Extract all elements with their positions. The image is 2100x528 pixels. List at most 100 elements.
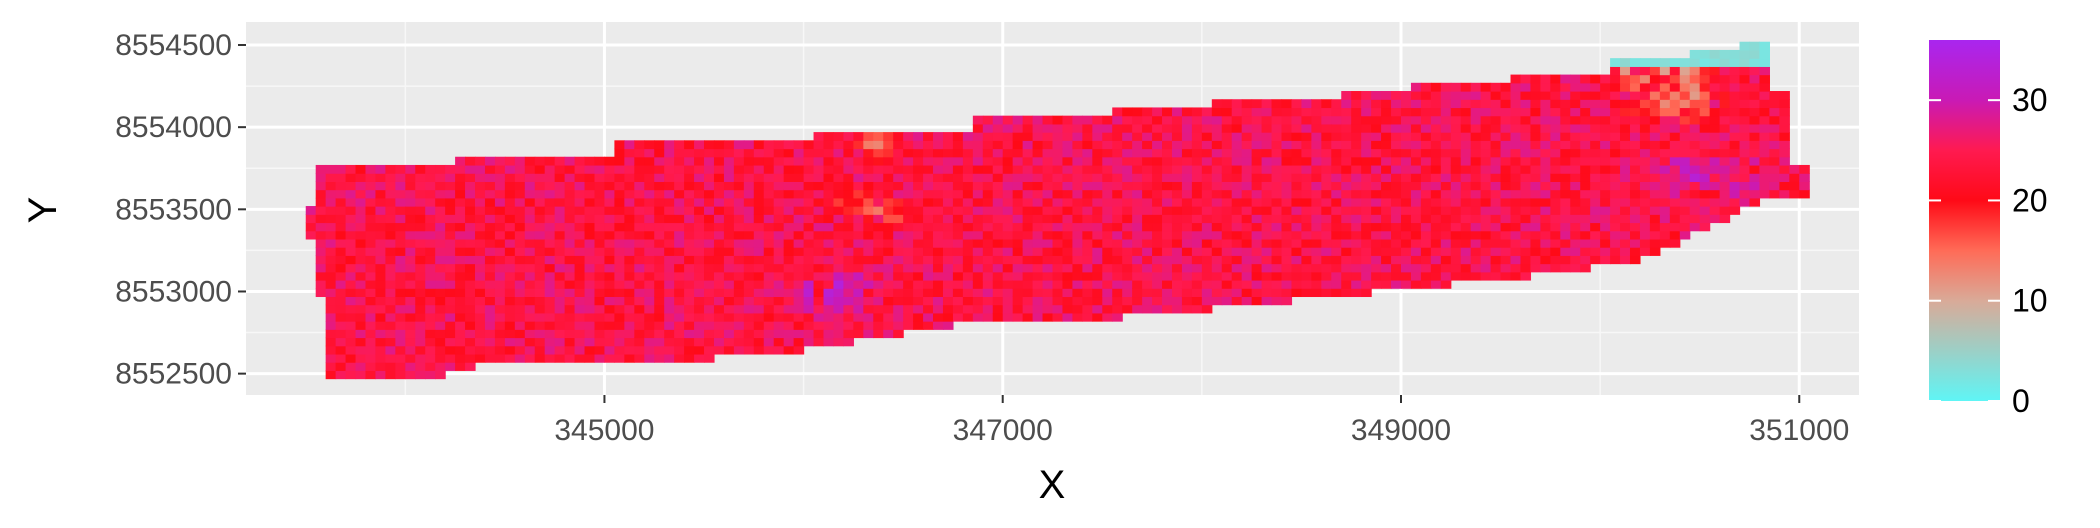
raster-cell — [455, 156, 466, 166]
raster-cell — [962, 181, 974, 191]
raster-cell — [484, 263, 496, 273]
raster-cell — [1291, 99, 1303, 109]
raster-cell — [455, 288, 466, 298]
raster-cell — [1600, 238, 1611, 248]
raster-cell — [1520, 206, 1532, 215]
raster-cell — [445, 263, 456, 273]
raster-cell — [375, 255, 386, 265]
raster-cell — [1012, 115, 1024, 125]
raster-cell — [1709, 164, 1721, 174]
raster-cell — [484, 271, 496, 281]
raster-cell — [1112, 230, 1123, 240]
raster-cell — [763, 238, 775, 248]
raster-cell — [1590, 247, 1601, 256]
raster-cell — [1052, 197, 1064, 207]
raster-cell — [465, 288, 476, 298]
raster-cell — [1391, 271, 1402, 281]
raster-cell — [823, 271, 835, 281]
raster-cell — [674, 312, 685, 322]
raster-cell — [1052, 288, 1064, 298]
raster-cell — [1460, 247, 1472, 256]
raster-cell — [1590, 156, 1601, 166]
raster-cell — [1132, 230, 1143, 240]
raster-cell — [883, 173, 894, 182]
raster-cell — [773, 304, 785, 314]
raster-cell — [843, 312, 854, 322]
raster-cell — [1400, 140, 1412, 150]
raster-cell — [674, 337, 685, 347]
raster-cell — [664, 156, 675, 166]
raster-cell — [1400, 107, 1412, 117]
raster-cell — [1201, 181, 1213, 191]
raster-cell — [1361, 148, 1372, 158]
raster-cell — [415, 370, 426, 380]
raster-cell — [1052, 148, 1064, 158]
raster-cell — [1072, 206, 1083, 215]
raster-cell — [494, 279, 506, 289]
raster-cell — [504, 312, 516, 322]
raster-cell — [644, 164, 655, 174]
raster-cell — [962, 173, 974, 182]
raster-cell — [1022, 296, 1034, 306]
raster-cell — [345, 255, 357, 265]
raster-cell — [1400, 148, 1412, 158]
raster-cell — [1241, 214, 1253, 224]
raster-cell — [355, 214, 367, 224]
raster-cell — [1291, 271, 1303, 281]
raster-cell — [873, 312, 884, 322]
raster-cell — [1311, 197, 1322, 207]
raster-cells — [305, 41, 1810, 380]
raster-cell — [1082, 206, 1093, 215]
raster-cell — [694, 288, 705, 298]
raster-cell — [445, 288, 456, 298]
raster-cell — [644, 173, 655, 182]
raster-cell — [853, 255, 864, 265]
raster-cell — [903, 189, 914, 199]
raster-cell — [554, 238, 566, 248]
raster-cell — [1162, 247, 1173, 256]
raster-cell — [1002, 173, 1014, 182]
raster-cell — [923, 181, 934, 191]
raster-cell — [1659, 82, 1671, 92]
raster-cell — [1739, 74, 1751, 84]
raster-cell — [853, 189, 864, 199]
raster-cell — [1152, 148, 1163, 158]
raster-cell — [634, 214, 645, 224]
raster-cell — [1629, 255, 1641, 265]
raster-cell — [1022, 148, 1034, 158]
raster-cell — [405, 304, 416, 314]
raster-cell — [694, 312, 705, 322]
raster-cell — [574, 321, 586, 330]
raster-cell — [1729, 107, 1741, 117]
raster-cell — [823, 247, 835, 256]
raster-cell — [1142, 156, 1153, 166]
raster-cell — [982, 206, 994, 215]
raster-cell — [435, 197, 446, 207]
raster-cell — [385, 329, 396, 339]
raster-cell — [1500, 91, 1512, 100]
raster-cell — [942, 288, 954, 298]
raster-cell — [952, 214, 964, 224]
raster-cell — [634, 164, 645, 174]
raster-cell — [624, 279, 635, 289]
raster-cell — [863, 247, 874, 256]
raster-cell — [982, 312, 994, 322]
raster-cell — [873, 197, 884, 207]
raster-cell — [475, 230, 486, 240]
raster-cell — [1699, 74, 1711, 84]
raster-cell — [733, 156, 745, 166]
raster-cell — [594, 164, 606, 174]
raster-cell — [753, 337, 765, 347]
raster-cell — [713, 296, 725, 306]
raster-cell — [1550, 214, 1561, 224]
raster-cell — [972, 156, 984, 166]
raster-cell — [1510, 247, 1522, 256]
raster-cell — [982, 140, 994, 150]
raster-cell — [1022, 279, 1034, 289]
raster-cell — [773, 222, 785, 232]
raster-cell — [504, 156, 516, 166]
raster-cell — [843, 148, 854, 158]
raster-cell — [564, 206, 576, 215]
raster-cell — [1460, 164, 1472, 174]
raster-cell — [554, 263, 566, 273]
